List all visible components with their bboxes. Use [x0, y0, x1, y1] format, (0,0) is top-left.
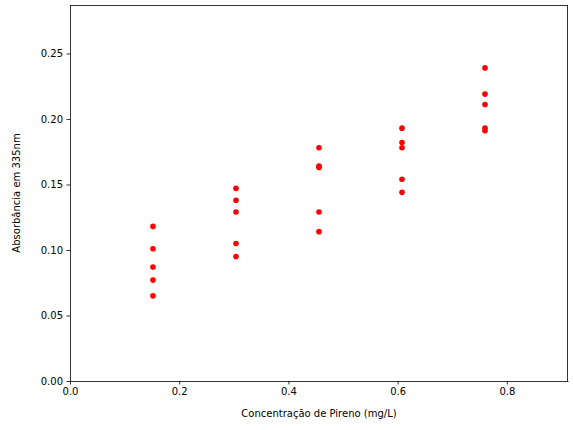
tick: 0.0 [63, 381, 79, 397]
tick-label: 0.05 [41, 310, 63, 321]
tick: 0.2 [172, 381, 188, 397]
tick-mark [398, 381, 399, 385]
tick-mark [67, 184, 71, 185]
tick-label: 0.0 [63, 386, 79, 397]
point [150, 264, 156, 270]
point [316, 229, 322, 235]
tick-mark [288, 381, 289, 385]
point [233, 254, 239, 260]
tick: 0.20 [41, 114, 70, 125]
point [316, 145, 322, 151]
point [482, 65, 488, 71]
point [233, 241, 239, 247]
tick-label: 0.10 [41, 245, 63, 256]
tick-mark [67, 381, 71, 382]
y-axis-title: Absorbância em 335nm [11, 133, 22, 252]
spine [567, 5, 568, 381]
point [399, 190, 405, 196]
axis-line [71, 381, 569, 382]
point [399, 145, 405, 151]
points [150, 65, 488, 299]
tick-mark [70, 381, 71, 385]
tick-label: 0.6 [390, 386, 406, 397]
point [482, 91, 488, 97]
tick-mark [67, 119, 71, 120]
tick-label: 0.4 [281, 386, 297, 397]
tick: 0.05 [41, 310, 70, 321]
tick-mark [67, 315, 71, 316]
tick-mark [507, 381, 508, 385]
tick: 0.8 [499, 381, 515, 397]
axis-line [70, 6, 71, 382]
tick: 0.10 [41, 245, 70, 256]
point [150, 277, 156, 283]
tick-label: 0.15 [41, 179, 63, 190]
point [150, 293, 156, 299]
tick: 0.25 [41, 48, 70, 59]
tick-label: 0.20 [41, 114, 63, 125]
tick-mark [67, 250, 71, 251]
tick: 0.00 [41, 376, 70, 387]
point [150, 224, 156, 230]
tick: 0.6 [390, 381, 406, 397]
tick-label: 0.2 [172, 386, 188, 397]
chart: 0.0 0.2 0.4 0.6 0.8 0.00 0.05 0.10 0.15 0.20 0.25 C… [0, 0, 573, 430]
point [316, 165, 322, 171]
point [399, 125, 405, 131]
tick-label: 0.8 [499, 386, 515, 397]
point [316, 209, 322, 215]
point [150, 246, 156, 252]
point [233, 209, 239, 215]
tick-label: 0.25 [41, 48, 63, 59]
tick-mark [67, 53, 71, 54]
tick: 0.15 [41, 179, 70, 190]
tick: 0.4 [281, 381, 297, 397]
x-axis-title: Concentração de Pireno (mg/L) [241, 408, 396, 419]
point [399, 140, 405, 146]
spine [70, 5, 568, 6]
point [399, 176, 405, 182]
point [233, 197, 239, 203]
y-axis: 0.00 0.05 0.10 0.15 0.20 0.25 [41, 6, 71, 387]
point [233, 186, 239, 192]
point [482, 128, 488, 134]
tick-mark [179, 381, 180, 385]
point [482, 102, 488, 108]
tick-label: 0.00 [41, 376, 63, 387]
x-axis: 0.0 0.2 0.4 0.6 0.8 [63, 381, 569, 397]
frame [70, 5, 568, 381]
